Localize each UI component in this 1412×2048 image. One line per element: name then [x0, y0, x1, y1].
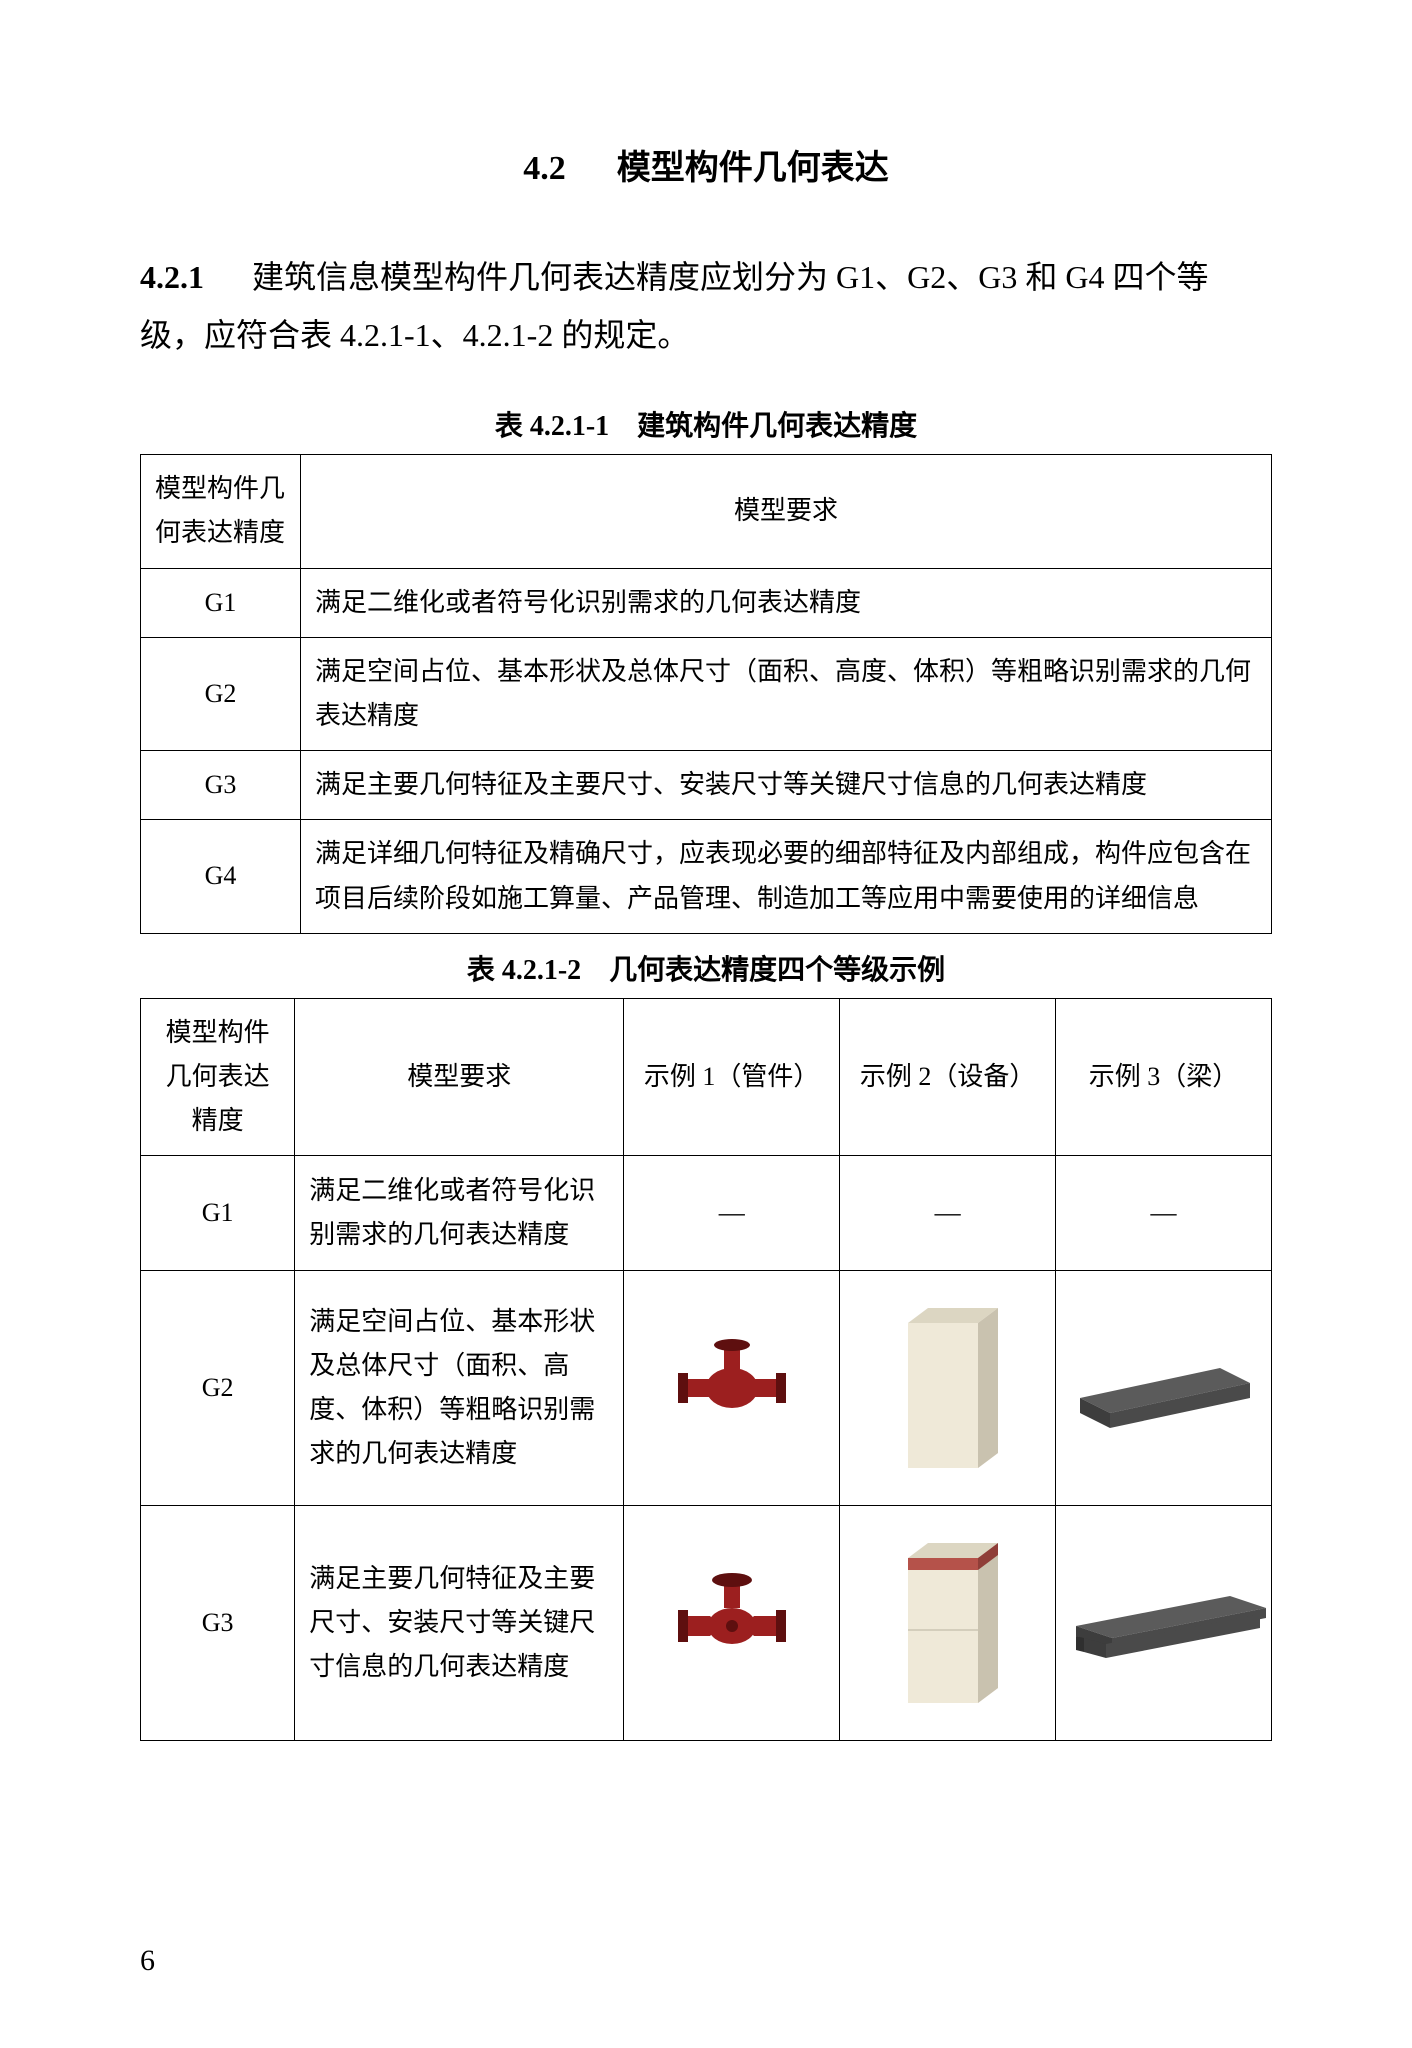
t1-desc: 满足空间占位、基本形状及总体尺寸（面积、高度、体积）等粗略识别需求的几何表达精度	[301, 637, 1272, 750]
table-row: G3 满足主要几何特征及主要尺寸、安装尺寸等关键尺寸信息的几何表达精度	[141, 751, 1272, 820]
section-title: 4.2 模型构件几何表达	[140, 140, 1272, 189]
section-number: 4.2	[523, 150, 566, 187]
t2-h5: 示例 3（梁）	[1056, 998, 1272, 1156]
box-simple-icon	[840, 1271, 1056, 1506]
page-number: 6	[140, 1944, 155, 1978]
t2-h4: 示例 2（设备）	[840, 998, 1056, 1156]
t2-h1: 模型构件几何表达精度	[141, 998, 295, 1156]
t2-level: G2	[141, 1271, 295, 1506]
t1-level: G4	[141, 820, 301, 933]
table-4-2-1-2: 模型构件几何表达精度 模型要求 示例 1（管件） 示例 2（设备） 示例 3（梁…	[140, 998, 1272, 1742]
t2-h3: 示例 1（管件）	[624, 998, 840, 1156]
t1-h2: 模型要求	[301, 455, 1272, 568]
box-detail-icon	[840, 1506, 1056, 1741]
t2-ex3: —	[1056, 1156, 1272, 1271]
table1-caption: 表 4.2.1-1 建筑构件几何表达精度	[140, 404, 1272, 444]
table2-caption: 表 4.2.1-2 几何表达精度四个等级示例	[140, 948, 1272, 988]
table-row: G2 满足空间占位、基本形状及总体尺寸（面积、高度、体积）等粗略识别需求的几何表…	[141, 1271, 1272, 1506]
t2-desc: 满足二维化或者符号化识别需求的几何表达精度	[295, 1156, 624, 1271]
table-row: G1 满足二维化或者符号化识别需求的几何表达精度	[141, 568, 1272, 637]
t2-desc: 满足主要几何特征及主要尺寸、安装尺寸等关键尺寸信息的几何表达精度	[295, 1506, 624, 1741]
paragraph-4-2-1: 4.2.1 建筑信息模型构件几何表达精度应划分为 G1、G2、G3 和 G4 四…	[140, 249, 1272, 364]
table2-header-row: 模型构件几何表达精度 模型要求 示例 1（管件） 示例 2（设备） 示例 3（梁…	[141, 998, 1272, 1156]
t2-ex1: —	[624, 1156, 840, 1271]
t2-desc: 满足空间占位、基本形状及总体尺寸（面积、高度、体积）等粗略识别需求的几何表达精度	[295, 1271, 624, 1506]
t2-ex2: —	[840, 1156, 1056, 1271]
valve-simple-icon	[624, 1271, 840, 1506]
t1-desc: 满足主要几何特征及主要尺寸、安装尺寸等关键尺寸信息的几何表达精度	[301, 751, 1272, 820]
t1-h1: 模型构件几何表达精度	[141, 455, 301, 568]
table-row: G1 满足二维化或者符号化识别需求的几何表达精度 — — —	[141, 1156, 1272, 1271]
beam-simple-icon	[1056, 1271, 1272, 1506]
t1-level: G1	[141, 568, 301, 637]
table-4-2-1-1: 模型构件几何表达精度 模型要求 G1 满足二维化或者符号化识别需求的几何表达精度…	[140, 454, 1272, 934]
t1-desc: 满足二维化或者符号化识别需求的几何表达精度	[301, 568, 1272, 637]
t1-level: G2	[141, 637, 301, 750]
section-title-text: 模型构件几何表达	[617, 150, 889, 187]
table-row: G3 满足主要几何特征及主要尺寸、安装尺寸等关键尺寸信息的几何表达精度	[141, 1506, 1272, 1741]
t2-level: G1	[141, 1156, 295, 1271]
t2-h2: 模型要求	[295, 998, 624, 1156]
t2-level: G3	[141, 1506, 295, 1741]
table1-header-row: 模型构件几何表达精度 模型要求	[141, 455, 1272, 568]
para-number: 4.2.1	[140, 259, 204, 295]
t1-desc: 满足详细几何特征及精确尺寸，应表现必要的细部特征及内部组成，构件应包含在项目后续…	[301, 820, 1272, 933]
t1-level: G3	[141, 751, 301, 820]
valve-detail-icon	[624, 1506, 840, 1741]
beam-detail-icon	[1056, 1506, 1272, 1741]
para-text: 建筑信息模型构件几何表达精度应划分为 G1、G2、G3 和 G4 四个等级，应符…	[140, 259, 1208, 353]
table-row: G2 满足空间占位、基本形状及总体尺寸（面积、高度、体积）等粗略识别需求的几何表…	[141, 637, 1272, 750]
table-row: G4 满足详细几何特征及精确尺寸，应表现必要的细部特征及内部组成，构件应包含在项…	[141, 820, 1272, 933]
